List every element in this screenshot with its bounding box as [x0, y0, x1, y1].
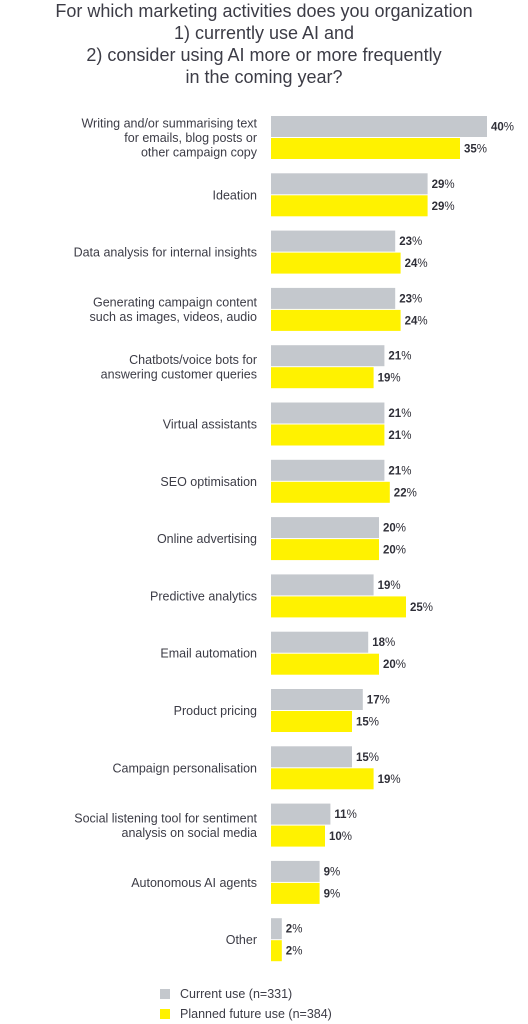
value-label: 40%	[491, 122, 514, 134]
value-label: 15%	[356, 752, 379, 764]
legend-swatch-planned	[160, 1009, 170, 1019]
value-label: 17%	[367, 695, 390, 707]
title-line-2: 1) currently use AI and	[173, 23, 355, 43]
bar-chart: Writing and/or summarising text for email…	[74, 116, 514, 962]
bar-current-use	[271, 402, 385, 424]
value-label: 11%	[334, 809, 356, 821]
value-label: 29%	[432, 201, 455, 213]
bar-current-use	[271, 459, 385, 481]
bar-current-use	[271, 345, 385, 367]
bar-planned-use	[271, 424, 385, 446]
value-label: 24%	[405, 258, 428, 270]
value-label: 2%	[286, 946, 303, 958]
value-label: 23%	[399, 236, 422, 248]
bar-current-use	[271, 803, 331, 825]
chart-title: For which marketing activities does you …	[0, 0, 528, 88]
title-line-4: in the coming year?	[185, 67, 343, 87]
category-label: Writing and/or summarising text for email…	[81, 117, 257, 160]
legend-label-current: Current use (n=331)	[180, 987, 293, 1001]
value-label: 10%	[329, 831, 352, 843]
bar-current-use	[271, 860, 320, 882]
bar-planned-use	[271, 768, 374, 790]
value-label: 24%	[405, 315, 428, 327]
value-label: 19%	[378, 774, 401, 786]
category-label: Ideation	[213, 188, 258, 202]
bar-current-use	[271, 631, 369, 653]
legend-item-planned: Planned future use (n=384)	[160, 1004, 332, 1024]
value-label: 21%	[388, 430, 411, 442]
value-label: 21%	[388, 465, 411, 477]
bar-current-use	[271, 173, 428, 195]
category-label: Social listening tool for sentiment analy…	[74, 811, 257, 840]
bar-current-use	[271, 287, 396, 309]
category-label: Other	[226, 933, 257, 947]
bar-planned-use	[271, 252, 401, 274]
value-label: 21%	[388, 408, 411, 420]
category-label: Chatbots/voice bots for answering custome…	[101, 353, 257, 382]
value-label: 22%	[394, 487, 417, 499]
bar-planned-use	[271, 138, 460, 159]
category-label: Generating campaign content such as image…	[90, 296, 258, 325]
bar-planned-use	[271, 940, 282, 962]
bar-planned-use	[271, 882, 320, 904]
bar-current-use	[271, 517, 379, 539]
value-label: 15%	[356, 717, 379, 729]
value-label: 18%	[372, 637, 395, 649]
title-line-1: For which marketing activities does you …	[55, 1, 473, 21]
category-label: Online advertising	[157, 532, 257, 546]
bar-planned-use	[271, 539, 379, 561]
title-line-3: 2) consider using AI more or more freque…	[86, 45, 442, 65]
category-label: Campaign personalisation	[112, 761, 257, 775]
bar-current-use	[271, 574, 374, 596]
category-label: Data analysis for internal insights	[74, 246, 257, 260]
value-label: 20%	[383, 523, 406, 535]
bar-current-use	[271, 746, 352, 768]
bar-planned-use	[271, 653, 379, 675]
bar-planned-use	[271, 596, 406, 618]
bar-planned-use	[271, 481, 390, 503]
value-label: 21%	[388, 351, 411, 363]
bar-planned-use	[271, 825, 325, 847]
category-label: Email automation	[160, 647, 257, 661]
value-label: 19%	[378, 373, 401, 385]
value-label: 23%	[399, 293, 422, 305]
value-label: 29%	[432, 179, 455, 191]
value-label: 2%	[286, 924, 303, 936]
category-label: Virtual assistants	[163, 418, 257, 432]
category-label: Predictive analytics	[150, 589, 257, 603]
bar-current-use	[271, 230, 396, 252]
bar-planned-use	[271, 309, 401, 331]
value-label: 25%	[410, 602, 433, 614]
bar-current-use	[271, 918, 282, 940]
value-label: 20%	[383, 659, 406, 671]
category-label: Product pricing	[174, 704, 257, 718]
bar-planned-use	[271, 367, 374, 389]
bar-planned-use	[271, 711, 352, 732]
legend: Current use (n=331) Planned future use (…	[160, 984, 332, 1024]
legend-label-planned: Planned future use (n=384)	[180, 1007, 332, 1021]
bar-planned-use	[271, 195, 428, 217]
value-label: 20%	[383, 545, 406, 557]
bar-current-use	[271, 689, 363, 710]
category-label: SEO optimisation	[160, 475, 257, 489]
value-label: 35%	[464, 144, 487, 156]
value-label: 9%	[324, 888, 341, 900]
value-label: 19%	[378, 580, 401, 592]
value-label: 9%	[324, 866, 341, 878]
legend-item-current: Current use (n=331)	[160, 984, 332, 1004]
bar-current-use	[271, 116, 487, 137]
legend-swatch-current	[160, 989, 170, 999]
category-label: Autonomous AI agents	[131, 876, 257, 890]
